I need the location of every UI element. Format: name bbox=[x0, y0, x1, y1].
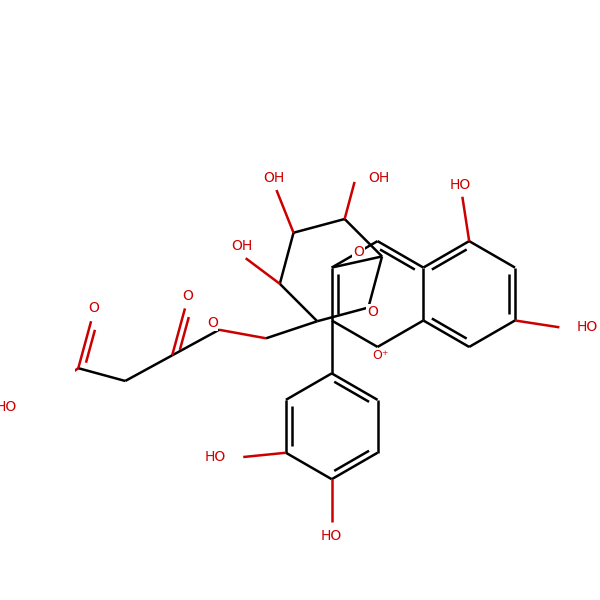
Text: OH: OH bbox=[368, 170, 389, 185]
Text: HO: HO bbox=[450, 178, 471, 192]
Text: HO: HO bbox=[321, 529, 343, 542]
Text: O: O bbox=[353, 245, 364, 259]
Text: OH: OH bbox=[231, 239, 252, 253]
Text: O: O bbox=[88, 301, 99, 316]
Text: O⁺: O⁺ bbox=[373, 349, 389, 362]
Text: O: O bbox=[367, 305, 378, 319]
Text: HO: HO bbox=[0, 400, 17, 413]
Text: O: O bbox=[207, 316, 218, 330]
Text: OH: OH bbox=[263, 171, 284, 185]
Text: O: O bbox=[182, 289, 193, 302]
Text: HO: HO bbox=[205, 450, 226, 464]
Text: HO: HO bbox=[577, 320, 598, 334]
